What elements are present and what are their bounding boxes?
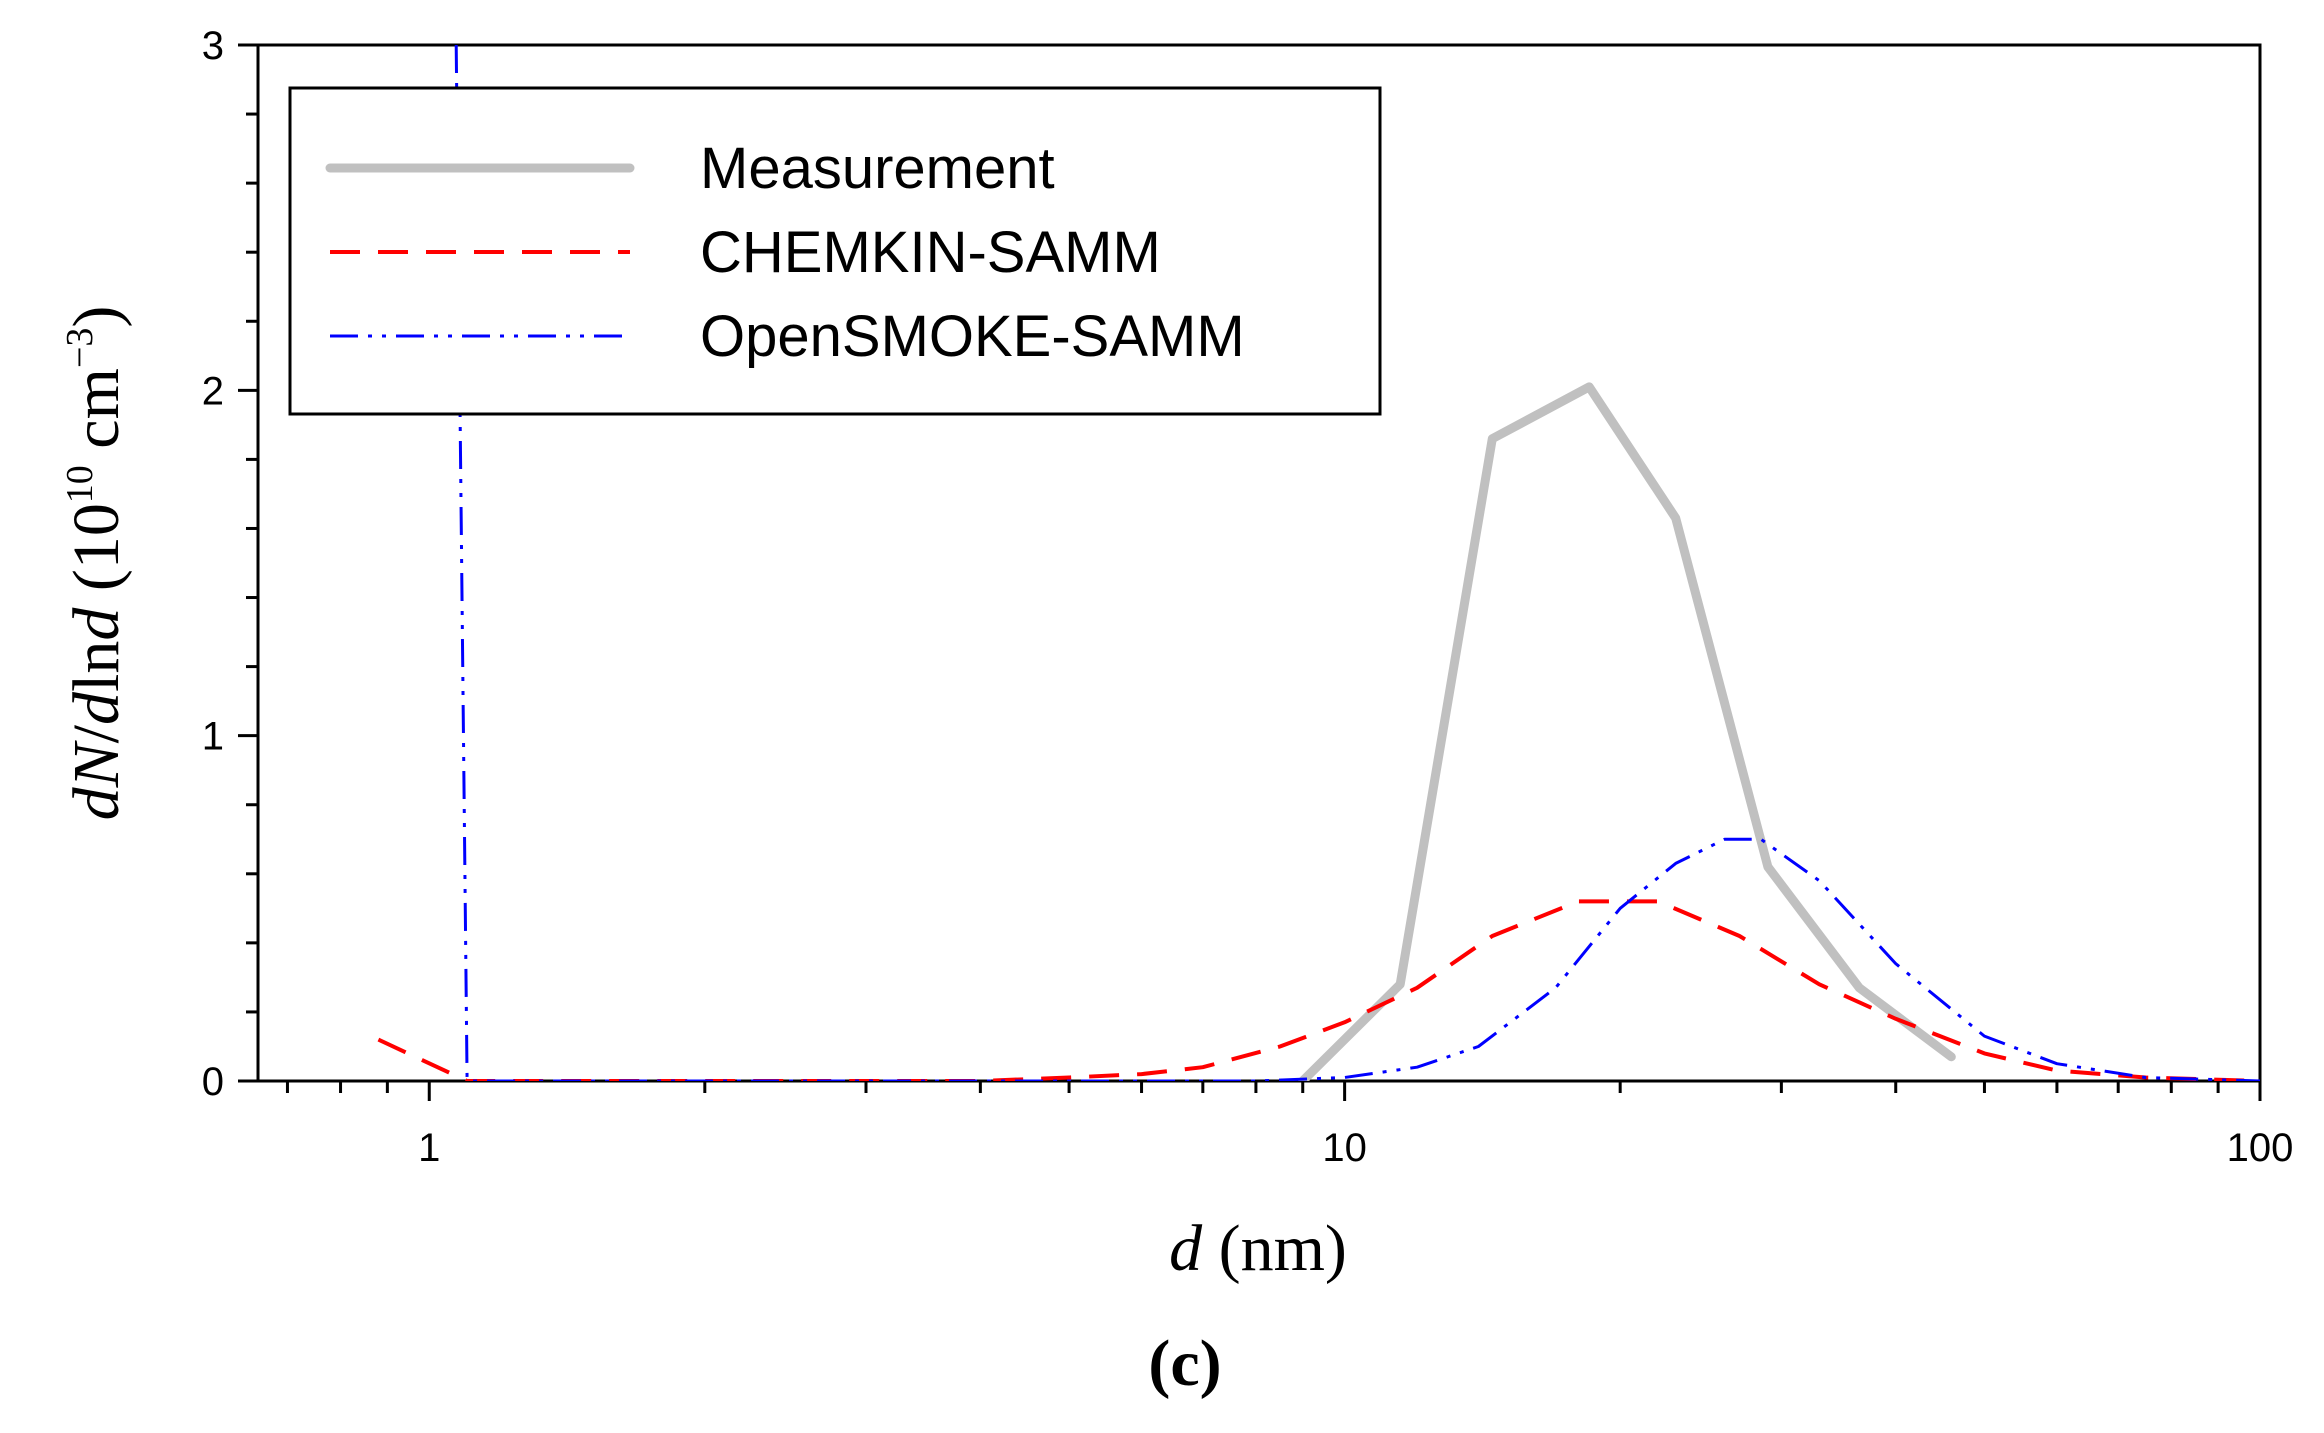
panel-label: (c) <box>1148 1327 1221 1400</box>
plot-frame <box>256 43 2262 1083</box>
series-line-opensmoke-samm <box>454 45 2260 1081</box>
legend-label-opensmoke: OpenSMOKE-SAMM <box>700 304 1245 369</box>
legend-box <box>288 86 1382 416</box>
y-axis-title: dN/dlnd (1010 cm−3) <box>59 306 133 821</box>
x-axis-title: d (nm) <box>1169 1212 1347 1285</box>
y-tick-label: 2 <box>202 369 224 413</box>
series-layer <box>377 45 2260 1081</box>
series-line-measurement <box>1298 382 1956 1081</box>
legend: Measurement CHEMKIN-SAMM OpenSMOKE-SAMM <box>288 86 1382 416</box>
y-tick-label: 3 <box>202 24 224 68</box>
y-tick-label: 1 <box>202 715 224 759</box>
axis-ticks <box>238 43 2262 1101</box>
y-tick-label: 0 <box>202 1060 224 1104</box>
legend-label-chemkin: CHEMKIN-SAMM <box>700 220 1161 285</box>
x-tick-label: 100 <box>2227 1126 2294 1170</box>
tick-labels: 1 10 100 0 1 2 3 <box>202 24 2294 1170</box>
series-line-chemkin-samm <box>377 899 2260 1081</box>
legend-label-measurement: Measurement <box>700 136 1055 201</box>
x-tick-label: 10 <box>1322 1126 1367 1170</box>
x-tick-label: 1 <box>418 1126 440 1170</box>
